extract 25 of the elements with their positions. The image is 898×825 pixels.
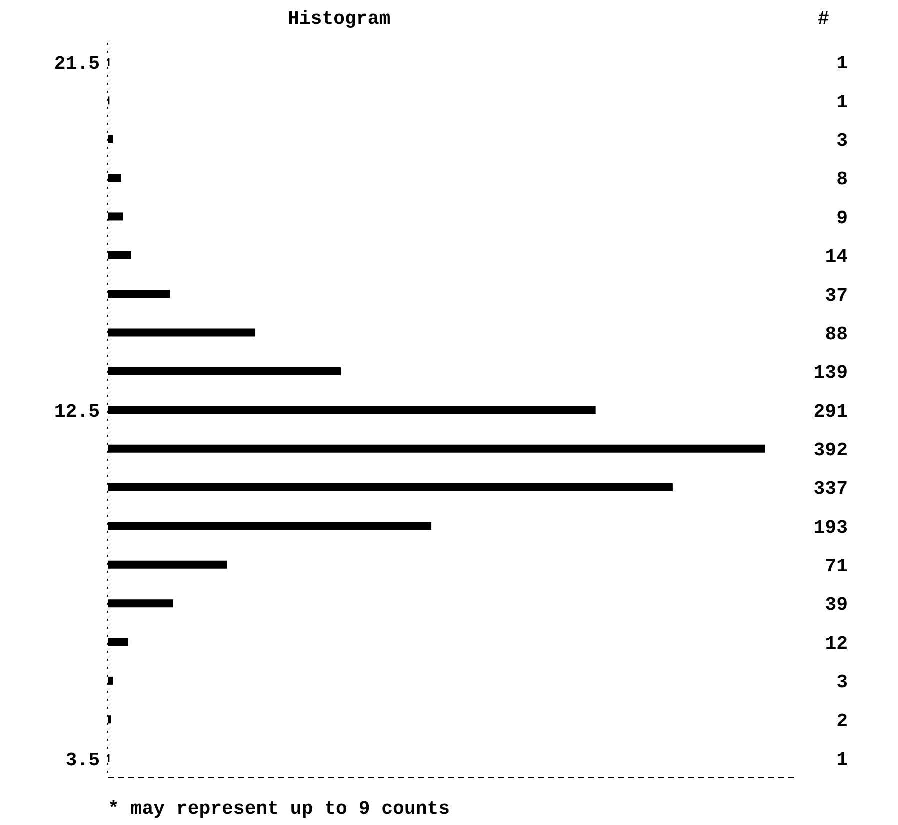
chart-title: Histogram [288, 8, 391, 30]
data-label: 14 [825, 246, 848, 268]
data-label: 291 [814, 400, 848, 423]
data-label: 1 [836, 52, 848, 75]
data-label: 8 [836, 168, 848, 191]
data-label: 1 [836, 91, 848, 114]
data-label: 9 [836, 207, 848, 230]
text: * may represent up to 9 counts [108, 798, 452, 820]
data-label: 139 [814, 362, 848, 384]
y-tick-label: 3.5 [66, 749, 100, 772]
data-label: 337 [814, 478, 848, 500]
y-tick-label: 12.5 [54, 401, 100, 424]
data-label: 193 [814, 516, 848, 539]
data-label: 2 [836, 710, 848, 732]
data-label: 1 [836, 748, 848, 771]
data-label: 3 [836, 672, 848, 694]
data-label: 37 [825, 284, 848, 307]
data-label: 392 [814, 439, 848, 462]
data-label: 71 [825, 556, 848, 578]
y-tick-label: 21.5 [54, 53, 100, 76]
data-label: 12 [825, 632, 848, 655]
data-label: 39 [825, 594, 848, 616]
data-label: 88 [825, 323, 848, 346]
data-label: 3 [836, 130, 848, 152]
legend-title: # [818, 8, 830, 30]
